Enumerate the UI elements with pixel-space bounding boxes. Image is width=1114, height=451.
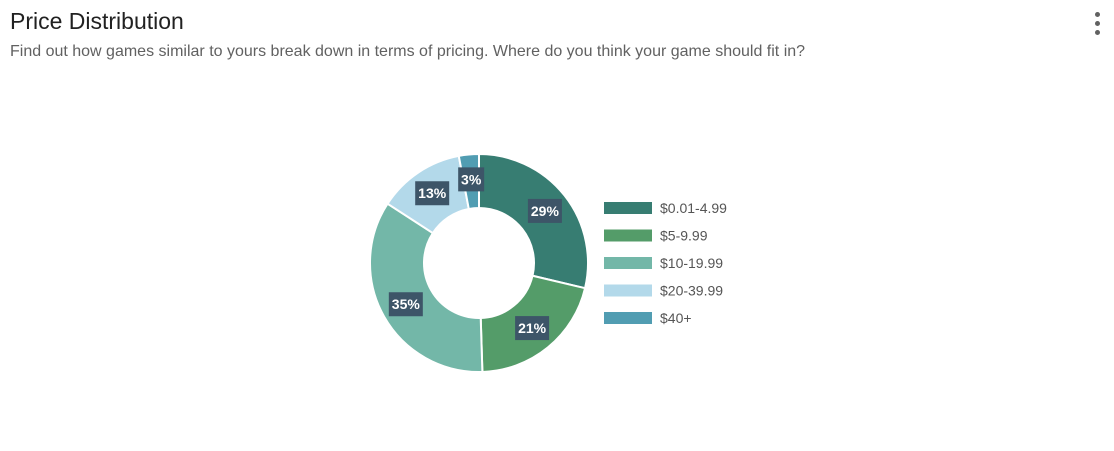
legend-item-20-39-99[interactable]: $20-39.99 (604, 283, 723, 299)
data-label-20-39-99: 13% (415, 181, 450, 206)
legend-item-40[interactable]: $40+ (604, 310, 692, 326)
svg-text:35%: 35% (392, 296, 421, 312)
chart-legend: $0.01-4.99 $5-9.99 $10-19.99 $20-39.99 $40+ (604, 200, 727, 326)
data-label-10-19-99: 35% (388, 292, 423, 317)
legend-swatch (604, 312, 652, 324)
legend-swatch (604, 284, 652, 297)
legend-label: $0.01-4.99 (660, 200, 727, 216)
legend-label: $20-39.99 (660, 283, 723, 299)
legend-swatch (604, 229, 652, 242)
legend-item-5-9-99[interactable]: $5-9.99 (604, 228, 708, 244)
legend-label: $5-9.99 (660, 228, 708, 244)
data-label-0-01-4-99: 29% (527, 198, 562, 223)
data-label-40: 3% (458, 167, 485, 192)
page-subtitle: Find out how games similar to yours brea… (10, 43, 806, 60)
legend-label: $40+ (660, 310, 692, 326)
legend-swatch (604, 202, 652, 214)
legend-label: $10-19.99 (660, 255, 723, 271)
legend-item-0-01-4-99[interactable]: $0.01-4.99 (604, 200, 727, 216)
legend-swatch (604, 257, 652, 269)
page-title: Price Distribution (10, 8, 184, 34)
svg-text:21%: 21% (518, 320, 547, 336)
svg-text:13%: 13% (418, 185, 447, 201)
more-vertical-icon[interactable] (1086, 10, 1108, 38)
slice-10-19-99[interactable] (369, 202, 484, 373)
legend-item-10-19-99[interactable]: $10-19.99 (604, 255, 723, 271)
data-label-5-9-99: 21% (515, 316, 550, 341)
donut-labels: 29% 21% 35% 13% 3% (388, 167, 562, 341)
svg-text:3%: 3% (461, 171, 482, 187)
svg-text:29%: 29% (531, 203, 560, 219)
